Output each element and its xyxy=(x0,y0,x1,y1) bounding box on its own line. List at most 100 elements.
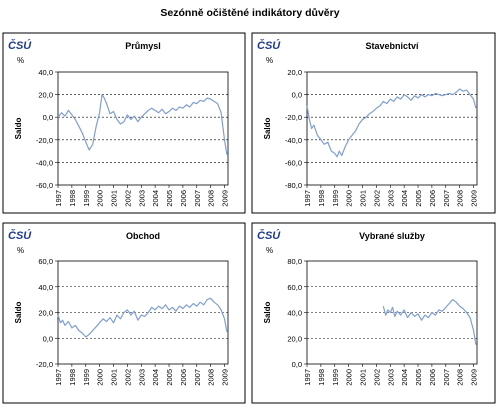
y-tick-label: -40,0 xyxy=(285,136,302,145)
x-tick-label: 2007 xyxy=(442,190,451,207)
chart-title: Průmysl xyxy=(125,41,161,51)
x-tick-label: 1997 xyxy=(303,190,312,207)
x-tick-label: 2005 xyxy=(414,369,423,386)
x-tick-label: 2003 xyxy=(137,369,146,386)
x-tick-label: 2000 xyxy=(345,190,354,207)
y-tick-label: 20,0 xyxy=(38,91,53,100)
x-tick-label: 2008 xyxy=(456,369,465,386)
series-line xyxy=(306,88,477,158)
y-tick-label: 20,0 xyxy=(287,334,302,343)
x-tick-label: 2000 xyxy=(345,369,354,386)
x-tick-label: 2005 xyxy=(165,190,174,207)
chart-panel-1: ČSÚ Průmysl% Saldo 40,0 20,0 0,0 -20,0 -40,0 -60… xyxy=(2,32,246,214)
chart-title: Obchod xyxy=(126,231,160,241)
chart-panel-4: ČSÚ Vybrané služby% Saldo 80,0 60,0 40,0 20,0 0… xyxy=(251,222,496,404)
x-tick-label: 2001 xyxy=(359,190,368,207)
x-tick-label: 2004 xyxy=(400,190,409,207)
y-tick-label: 60,0 xyxy=(287,283,302,292)
y-tick-label: 80,0 xyxy=(287,257,302,266)
y-axis-label: Saldo xyxy=(14,117,23,139)
y-axis-label: Saldo xyxy=(14,301,23,323)
plot-area xyxy=(57,71,229,186)
x-tick-label: 2007 xyxy=(193,369,202,386)
y-axis-label: Saldo xyxy=(263,301,272,323)
x-tick-label: 2009 xyxy=(470,190,479,207)
y-tick-label: 0,0 xyxy=(43,334,53,343)
x-tick-label: 1999 xyxy=(331,369,340,386)
y-tick-label: 0,0 xyxy=(43,113,53,122)
x-tick-label: 1997 xyxy=(54,369,63,386)
y-tick-label: 0,0 xyxy=(292,91,302,100)
x-tick-label: 2005 xyxy=(414,190,423,207)
x-tick-label: 2008 xyxy=(456,190,465,207)
x-tick-label: 2003 xyxy=(137,190,146,207)
x-tick-label: 2009 xyxy=(221,190,230,207)
x-tick-label: 2001 xyxy=(110,369,119,386)
x-tick-label: 2006 xyxy=(179,190,188,207)
x-tick-label: 1998 xyxy=(68,190,77,207)
x-tick-label: 2002 xyxy=(123,190,132,207)
x-tick-label: 2001 xyxy=(110,190,119,207)
y-unit: % xyxy=(17,246,24,255)
y-unit: % xyxy=(266,56,273,65)
x-tick-label: 2005 xyxy=(165,369,174,386)
logo-csu: ČSÚ xyxy=(257,229,281,242)
x-tick-label: 2002 xyxy=(372,190,381,207)
x-tick-label: 2004 xyxy=(151,190,160,207)
y-axis-label: Saldo xyxy=(263,117,272,139)
x-tick-label: 2000 xyxy=(96,369,105,386)
x-tick-label: 2009 xyxy=(221,369,230,386)
x-tick-label: 2001 xyxy=(359,369,368,386)
series-line xyxy=(382,299,477,345)
y-tick-label: 40,0 xyxy=(287,309,302,318)
x-tick-label: 2000 xyxy=(96,190,105,207)
page-title: Sezónně očištěné indikátory důvěry xyxy=(160,7,340,19)
x-tick-label: 2006 xyxy=(179,369,188,386)
y-tick-label: 40,0 xyxy=(38,68,53,77)
logo-csu: ČSÚ xyxy=(257,39,281,52)
plot-area xyxy=(306,71,478,186)
x-tick-label: 1998 xyxy=(317,369,326,386)
y-tick-label: 0,0 xyxy=(292,360,302,369)
chart-title: Stavebnictví xyxy=(365,41,419,51)
y-tick-label: -60,0 xyxy=(36,181,53,190)
x-tick-label: 2008 xyxy=(207,190,216,207)
y-tick-label: 20,0 xyxy=(287,68,302,77)
x-tick-label: 2008 xyxy=(207,369,216,386)
x-tick-label: 1998 xyxy=(68,369,77,386)
x-tick-label: 1999 xyxy=(82,190,91,207)
x-tick-label: 2003 xyxy=(386,369,395,386)
logo-csu: ČSÚ xyxy=(8,229,32,242)
x-tick-label: 2006 xyxy=(428,369,437,386)
x-tick-label: 2009 xyxy=(470,369,479,386)
x-tick-label: 2002 xyxy=(123,369,132,386)
x-tick-label: 2004 xyxy=(151,369,160,386)
x-tick-label: 2002 xyxy=(372,369,381,386)
x-tick-label: 1999 xyxy=(331,190,340,207)
y-tick-label: 20,0 xyxy=(38,309,53,318)
x-tick-label: 2007 xyxy=(442,369,451,386)
y-tick-label: -20,0 xyxy=(36,360,53,369)
logo-csu: ČSÚ xyxy=(8,39,32,52)
chart-panel-2: ČSÚ Stavebnictví% Saldo 20,0 0,0 -20,0 -40,0 -6… xyxy=(251,32,496,214)
x-tick-label: 1997 xyxy=(303,369,312,386)
x-tick-label: 2004 xyxy=(400,369,409,386)
series-line xyxy=(57,94,228,155)
x-tick-label: 2007 xyxy=(193,190,202,207)
x-tick-label: 1997 xyxy=(54,190,63,207)
x-tick-label: 1999 xyxy=(82,369,91,386)
x-tick-label: 1998 xyxy=(317,190,326,207)
y-tick-label: -40,0 xyxy=(36,158,53,167)
x-tick-label: 2003 xyxy=(386,190,395,207)
y-tick-label: -20,0 xyxy=(285,113,302,122)
y-tick-label: -20,0 xyxy=(36,136,53,145)
y-tick-label: -60,0 xyxy=(285,158,302,167)
y-tick-label: 60,0 xyxy=(38,257,53,266)
y-tick-label: 40,0 xyxy=(38,283,53,292)
y-unit: % xyxy=(17,56,24,65)
y-unit: % xyxy=(266,246,273,255)
x-tick-label: 2006 xyxy=(428,190,437,207)
y-tick-label: -80,0 xyxy=(285,181,302,190)
